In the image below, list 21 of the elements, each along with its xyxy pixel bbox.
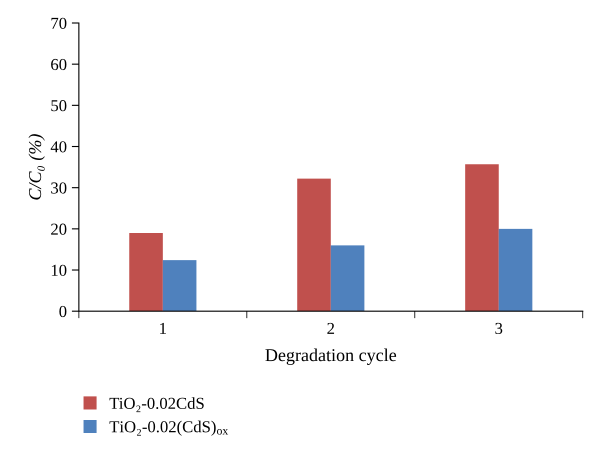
- y-tick-label: 40: [50, 141, 66, 152]
- y-tick-label: 50: [51, 100, 66, 112]
- y-tick-label: 20: [51, 224, 66, 235]
- y-axis-title: C/C₀ (%): [28, 134, 45, 200]
- bar: [465, 164, 499, 312]
- x-axis-title: Degradation cycle: [265, 348, 396, 365]
- bar: [129, 232, 163, 312]
- bar: [498, 228, 532, 312]
- y-tick-label: 60: [51, 58, 66, 70]
- bar: [162, 260, 196, 312]
- bar: [330, 245, 364, 312]
- bar: [297, 178, 331, 312]
- legend-label: TiO₂-0.02(CdS)$_{ox}$: [110, 420, 228, 436]
- y-tick-label: 70: [51, 18, 66, 29]
- x-tick-label: 2: [327, 322, 334, 334]
- y-tick-label: 0: [59, 306, 66, 318]
- x-tick-label: 1: [160, 322, 166, 334]
- x-tick-label: 3: [495, 322, 502, 334]
- legend-label: TiO₂-0.02CdS: [110, 397, 204, 412]
- y-tick-label: 10: [52, 264, 66, 276]
- y-tick-label: 30: [51, 182, 66, 194]
